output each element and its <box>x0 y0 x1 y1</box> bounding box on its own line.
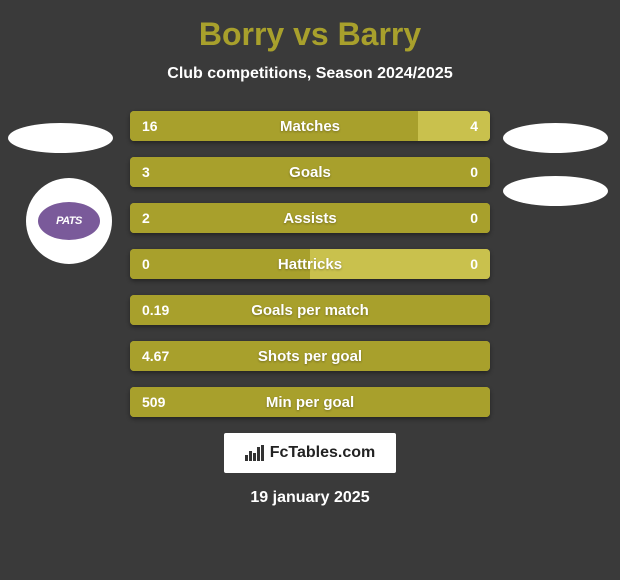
stat-right-value: 4 <box>470 111 478 141</box>
page-title: Borry vs Barry <box>0 16 620 53</box>
stat-row: Assists2 0 <box>130 203 490 233</box>
stat-right-value: 0 <box>470 157 478 187</box>
stat-left-value: 0.19 <box>142 295 169 325</box>
stat-row: Goals3 0 <box>130 157 490 187</box>
stat-row: Hattricks0 0 <box>130 249 490 279</box>
stat-left-value: 4.67 <box>142 341 169 371</box>
stat-label: Matches <box>130 111 490 141</box>
team-badge-text: PATS <box>38 202 100 240</box>
stat-row: Matches16 4 <box>130 111 490 141</box>
stat-rows: Matches164Goals30Assists20Hattricks00Goa… <box>130 111 490 417</box>
stat-label: Goals per match <box>130 295 490 325</box>
stat-right-value: 0 <box>470 203 478 233</box>
stat-left-value: 2 <box>142 203 150 233</box>
player-right-placeholder-1 <box>503 123 608 153</box>
player-right-placeholder-2 <box>503 176 608 206</box>
comparison-card: Borry vs Barry Club competitions, Season… <box>0 0 620 580</box>
date: 19 january 2025 <box>0 489 620 507</box>
stat-row: Min per goal509 <box>130 387 490 417</box>
stat-left-value: 509 <box>142 387 165 417</box>
branding-box[interactable]: FcTables.com <box>224 433 396 473</box>
stat-row: Goals per match0.19 <box>130 295 490 325</box>
stat-left-value: 3 <box>142 157 150 187</box>
stat-label: Goals <box>130 157 490 187</box>
subtitle: Club competitions, Season 2024/2025 <box>0 65 620 83</box>
stat-label: Shots per goal <box>130 341 490 371</box>
stat-right-value: 0 <box>470 249 478 279</box>
branding-text: FcTables.com <box>270 444 376 462</box>
chart-icon <box>245 445 264 461</box>
stat-label: Hattricks <box>130 249 490 279</box>
stat-label: Min per goal <box>130 387 490 417</box>
team-badge: PATS <box>26 178 112 264</box>
stat-label: Assists <box>130 203 490 233</box>
stat-left-value: 0 <box>142 249 150 279</box>
player-left-placeholder <box>8 123 113 153</box>
stat-row: Shots per goal4.67 <box>130 341 490 371</box>
stat-left-value: 16 <box>142 111 158 141</box>
